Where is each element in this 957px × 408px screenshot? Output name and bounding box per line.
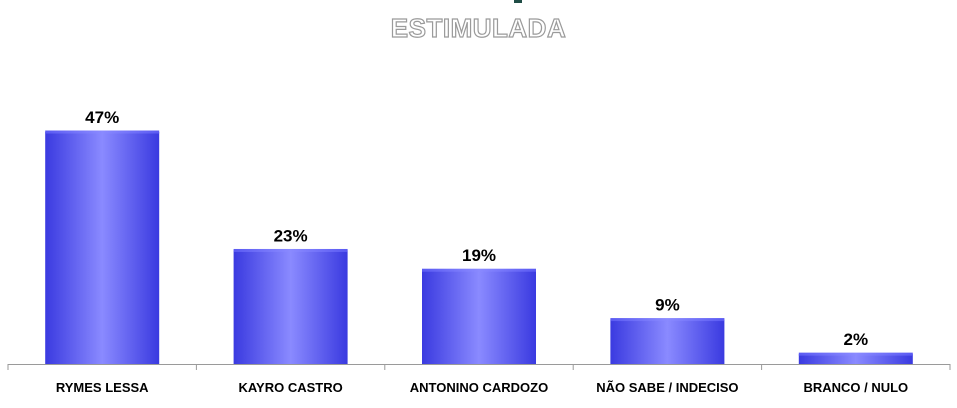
bar <box>798 354 913 364</box>
bar-cap <box>422 268 536 272</box>
bar <box>45 132 160 364</box>
bar-value-label: 9% <box>655 296 680 315</box>
bar-value-label: 19% <box>462 246 496 265</box>
bar-cap <box>233 248 348 252</box>
bar <box>610 319 725 364</box>
bar-value-label: 23% <box>274 226 308 245</box>
category-label: ANTONINO CARDOZO <box>410 380 548 395</box>
bar-group <box>422 268 536 364</box>
category-label: RYMES LESSA <box>56 380 149 395</box>
category-label: BRANCO / NULO <box>803 380 908 395</box>
bars-layer <box>45 130 913 364</box>
top-decoration-mark <box>514 0 522 3</box>
bar-group <box>233 248 348 364</box>
labels-layer: 47% RYMES LESSA 23% KAYRO CASTRO 19% ANTONINO… <box>56 108 908 395</box>
bar-group <box>798 352 913 364</box>
bar-cap <box>610 318 725 322</box>
category-label: NÃO SABE / INDECISO <box>596 380 738 395</box>
category-label: KAYRO CASTRO <box>238 380 342 395</box>
bar-group <box>45 130 160 364</box>
bar-value-label: 2% <box>844 330 869 349</box>
bar-group <box>610 318 725 364</box>
chart-title: ESTIMULADA <box>390 12 567 43</box>
bar-value-label: 47% <box>85 108 119 127</box>
x-axis <box>7 364 951 370</box>
bar <box>233 250 348 364</box>
bar <box>422 270 536 364</box>
bar-cap <box>45 130 160 134</box>
bar-cap <box>798 352 913 356</box>
